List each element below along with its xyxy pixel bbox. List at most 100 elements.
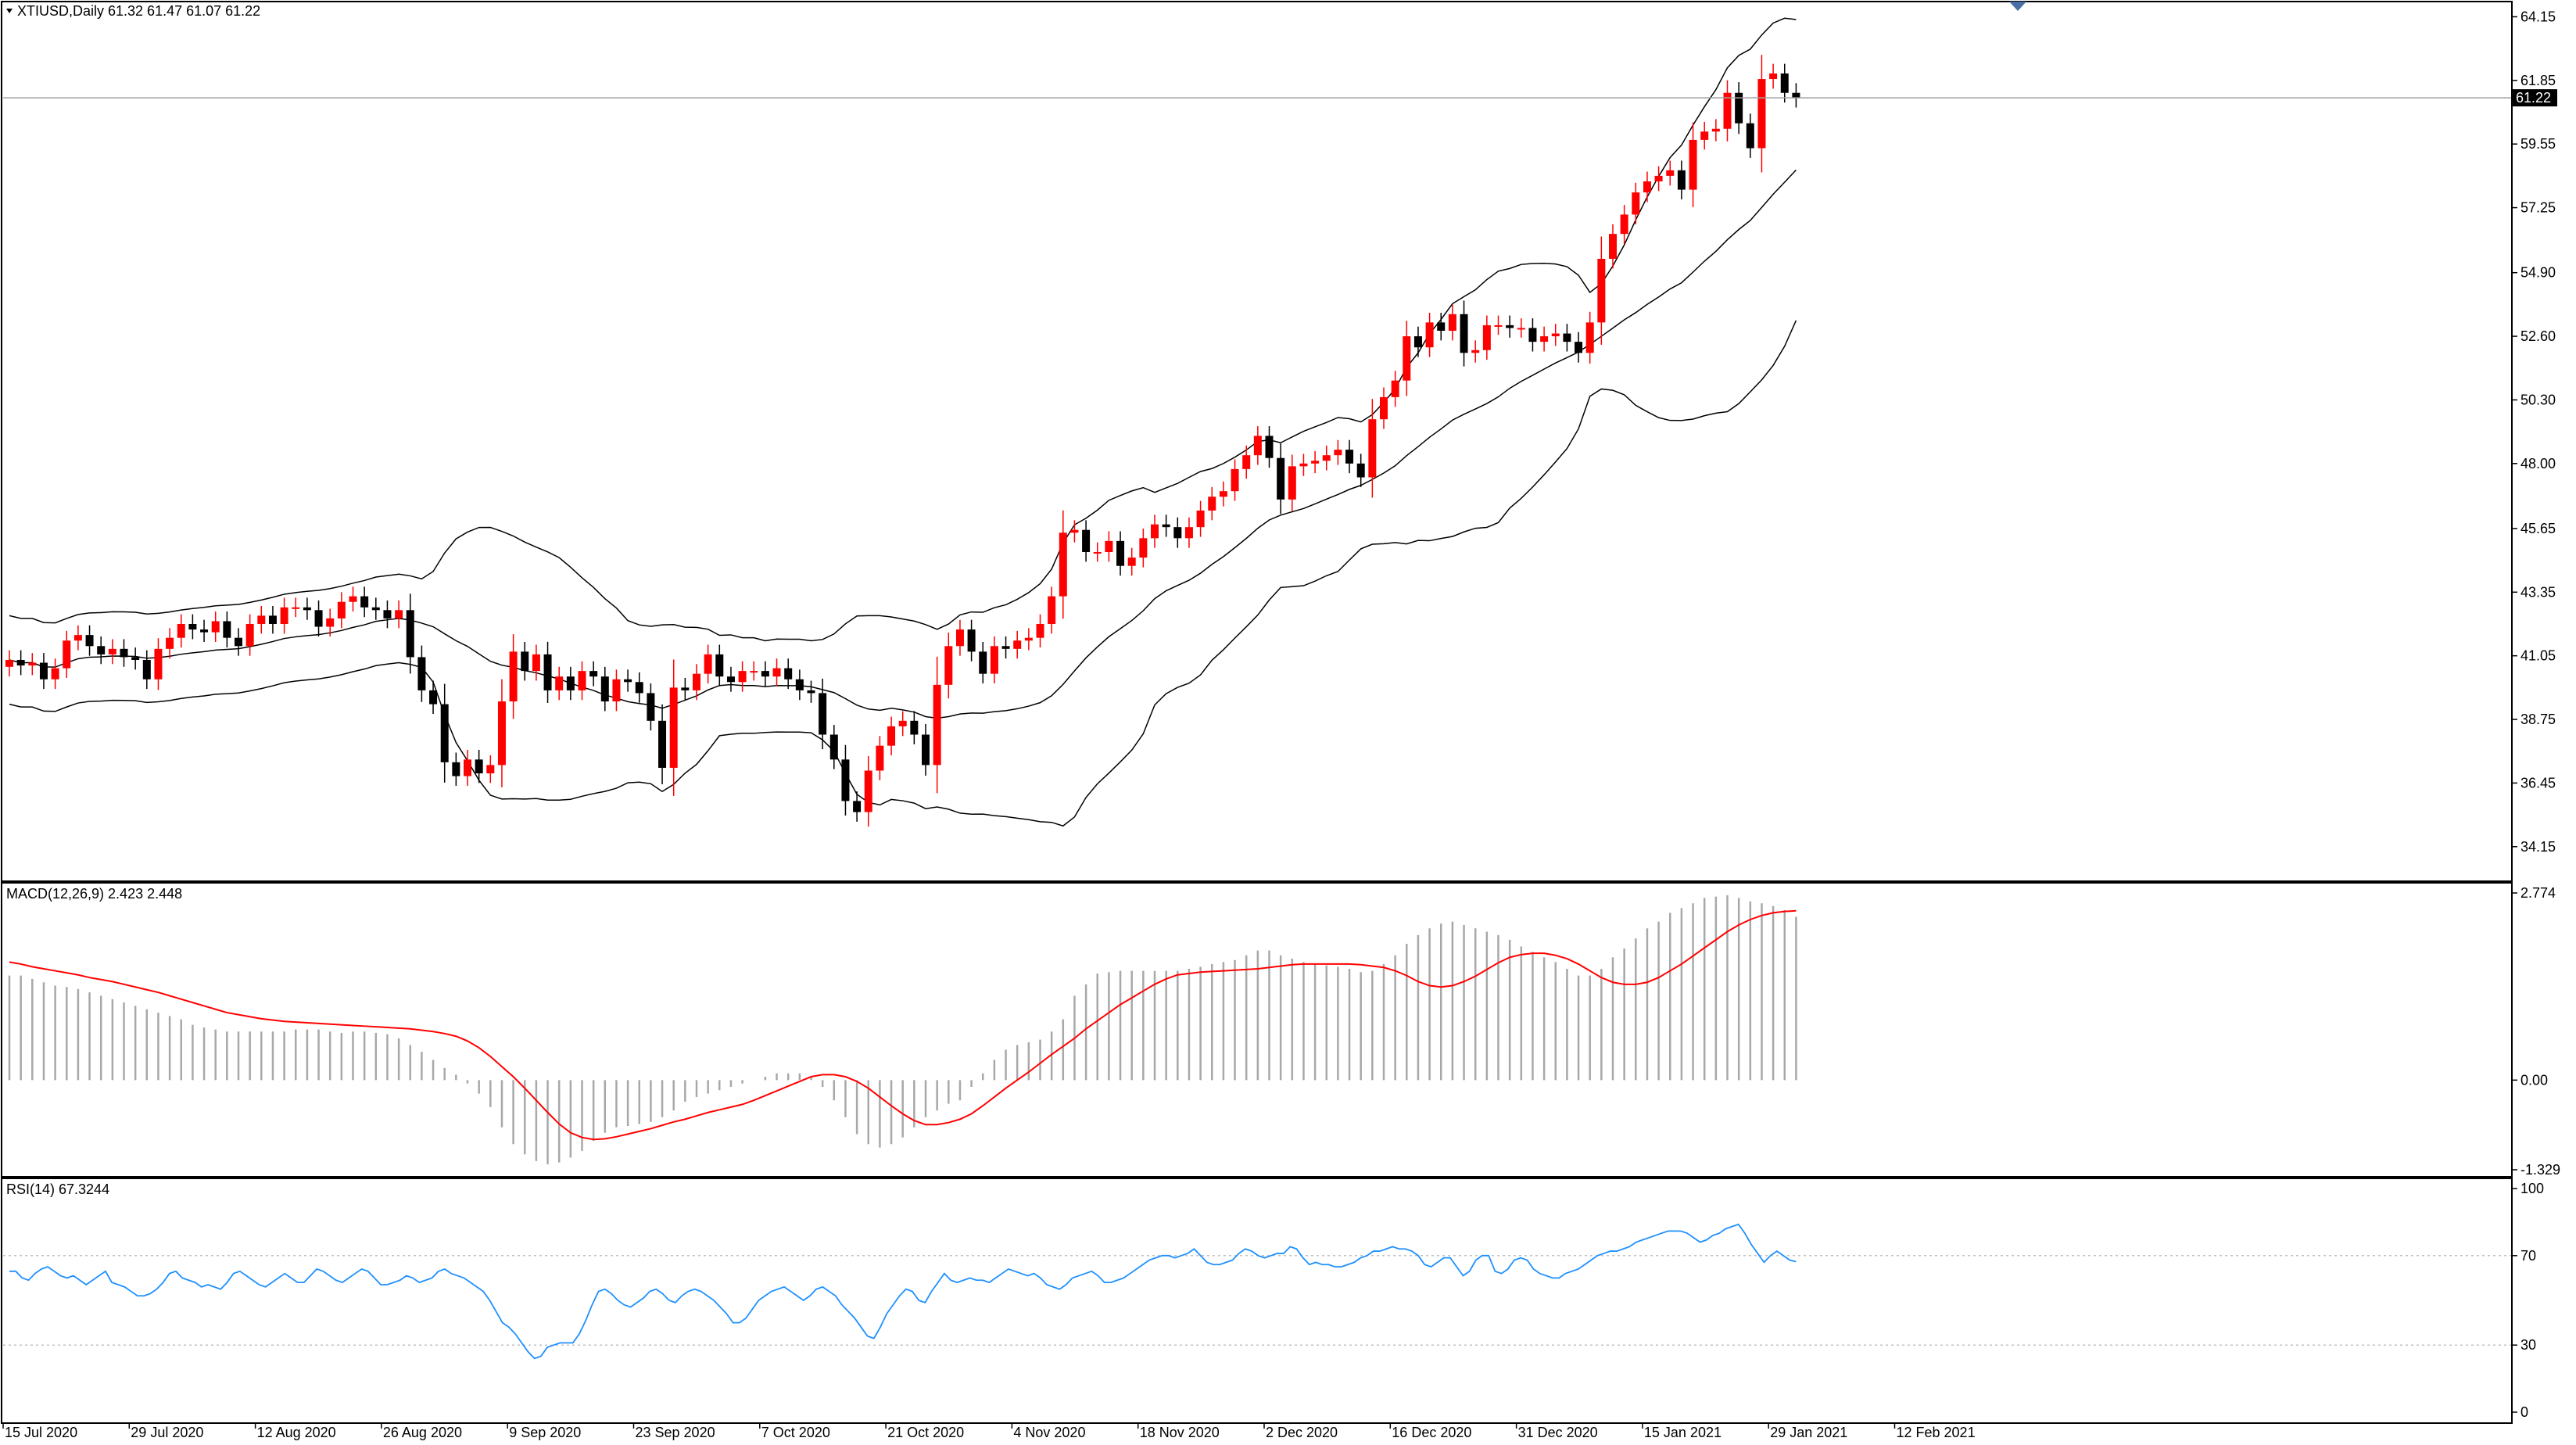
candle-body — [1643, 181, 1651, 193]
candle-body — [658, 720, 667, 768]
symbol-menu-triangle-icon[interactable] — [6, 9, 13, 13]
candle-body — [1528, 328, 1537, 342]
candle-body — [681, 687, 690, 690]
candle-body — [1139, 538, 1148, 558]
candle-body — [1288, 466, 1296, 500]
candle-body — [807, 690, 815, 694]
candle-body — [1265, 436, 1274, 458]
candle-body — [280, 607, 288, 624]
macd-signal-line — [9, 909, 1797, 1141]
candle-body — [235, 637, 242, 647]
candle-body — [5, 659, 13, 667]
chart-shift-marker[interactable] — [2009, 2, 2026, 11]
candle-body — [97, 646, 106, 654]
macd-tick-label: -1.329 — [2520, 1162, 2560, 1178]
price-tick-label: 52.60 — [2520, 328, 2556, 344]
price-tick-label: 45.65 — [2520, 521, 2556, 536]
price-tick-label: 48.00 — [2520, 456, 2556, 472]
candle-body — [1001, 646, 1010, 649]
price-tick-label: 41.05 — [2520, 648, 2556, 664]
candle-body — [555, 676, 564, 690]
candle-body — [1448, 314, 1456, 331]
candle-body — [990, 646, 998, 674]
candle-body — [303, 607, 311, 611]
candle-body — [1437, 322, 1446, 331]
candle-body — [955, 629, 964, 647]
candle-body — [371, 607, 380, 611]
candle-body — [177, 623, 185, 638]
macd-tick-label: 2.774 — [2520, 885, 2556, 901]
candle-body — [497, 701, 506, 766]
candle-body — [589, 671, 598, 677]
candle-body — [85, 635, 94, 647]
candle-body — [532, 654, 540, 672]
price-tick-label: 64.15 — [2520, 9, 2556, 24]
candle-body — [979, 651, 987, 674]
candle-body — [1700, 131, 1709, 140]
candle-body — [1563, 333, 1571, 342]
time-tick-label: 23 Sep 2020 — [636, 1425, 715, 1440]
candle-body — [326, 618, 335, 627]
candle-body — [1746, 123, 1754, 149]
candle-body — [612, 679, 621, 702]
candle-body — [1070, 529, 1079, 533]
candle-body — [1425, 322, 1434, 348]
candle-body — [1253, 436, 1262, 456]
candle-body — [922, 734, 930, 766]
candle-body — [1151, 524, 1159, 539]
candle-body — [910, 720, 919, 735]
candle-body — [635, 682, 643, 694]
candle-body — [108, 648, 116, 654]
candle-body — [1311, 461, 1320, 464]
candle-body — [440, 704, 449, 762]
candle-body — [1482, 324, 1491, 350]
candle-body — [16, 659, 25, 666]
candle-body — [864, 770, 872, 812]
candle-body — [509, 651, 518, 702]
candle-body — [166, 637, 174, 649]
candle-body — [784, 668, 793, 679]
candle-body — [1105, 540, 1113, 553]
current-price-label: 61.22 — [2516, 90, 2551, 106]
candle-body — [1494, 324, 1503, 327]
candle-body — [898, 720, 907, 726]
time-tick-label: 4 Nov 2020 — [1013, 1425, 1085, 1440]
candle-body — [1162, 524, 1170, 528]
candle-body — [1575, 342, 1583, 353]
candle-body — [1413, 336, 1422, 348]
candle-body — [1277, 457, 1285, 500]
candle-body — [1356, 463, 1365, 478]
rsi-tick-label: 0 — [2520, 1404, 2528, 1420]
candle-body — [819, 693, 827, 735]
candle-body — [1380, 396, 1388, 420]
candle-body — [829, 734, 838, 760]
time-tick-label: 2 Dec 2020 — [1266, 1425, 1338, 1440]
candle-body — [28, 662, 37, 666]
candlestick-series — [5, 55, 1800, 827]
candle-body — [647, 693, 655, 721]
candle-body — [1345, 450, 1354, 464]
candle-body — [337, 601, 346, 619]
time-tick-label: 12 Aug 2020 — [257, 1425, 336, 1440]
candle-body — [131, 657, 140, 660]
candle-body — [1024, 637, 1033, 641]
candle-body — [349, 596, 357, 602]
candle-body — [750, 671, 758, 673]
price-tick-label: 38.75 — [2520, 712, 2556, 727]
candle-body — [1517, 328, 1525, 330]
candle-body — [245, 623, 254, 647]
macd-tick-label: 0.00 — [2520, 1072, 2548, 1088]
candle-body — [521, 651, 529, 672]
candle-body — [944, 646, 953, 685]
candle-body — [120, 648, 128, 658]
candle-body — [1757, 79, 1766, 149]
rsi-tick-label: 30 — [2520, 1337, 2536, 1353]
candle-body — [1093, 552, 1102, 554]
candle-body — [1013, 640, 1022, 649]
price-tick-label: 57.25 — [2520, 200, 2556, 216]
candle-body — [486, 765, 495, 774]
rsi-label: RSI(14) 67.3244 — [6, 1181, 109, 1197]
candle-body — [1048, 596, 1056, 624]
candle-body — [1735, 92, 1743, 124]
